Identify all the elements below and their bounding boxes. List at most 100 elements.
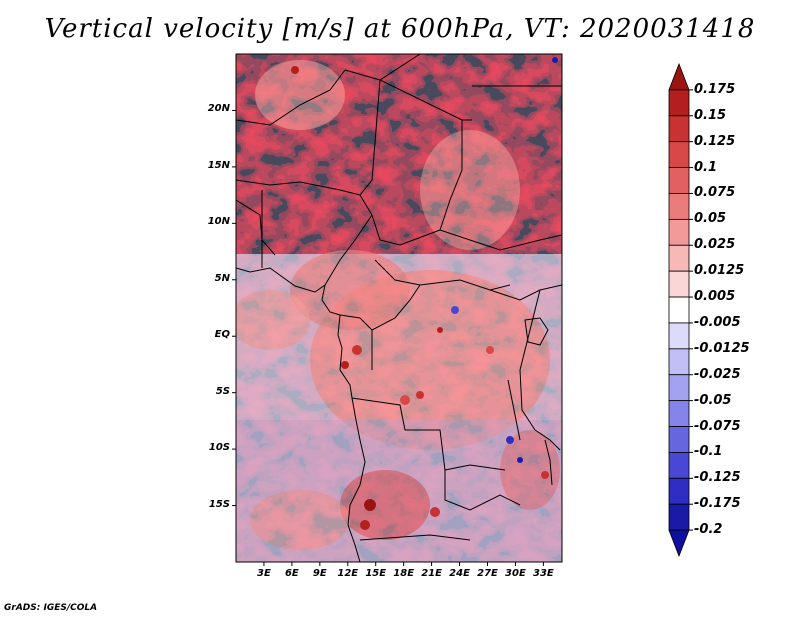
colorbar-swatch [668,218,690,246]
border-nigeria-niger [236,179,361,196]
lat-tick-label: 15S [208,498,230,510]
border-drc-east [519,289,541,431]
colorbar-swatch [668,503,690,531]
lon-tick-label: 12E [337,568,359,579]
colorbar-label: 0.075 [694,185,736,201]
field-cell [364,499,376,511]
lat-tick-label: 20N [207,103,230,115]
field-cell [341,361,349,369]
colorbar-label: 0.1 [694,159,718,175]
map-title: Vertical velocity [m/s] at 600hPa, VT: 2… [44,14,756,44]
map-frame [235,53,563,563]
colorbar-swatch [668,296,690,324]
colorbar-swatch [668,270,690,298]
lon-tick-label: 33E [532,568,554,579]
lon-tick-label: 9E [312,568,327,579]
lat-tick-label: EQ [214,329,230,341]
border-mali [236,199,276,256]
lake-tanganyika [507,379,521,441]
colorbar-swatch [668,477,690,505]
border-tanzania [534,429,561,451]
lat-tick-label: 10S [208,442,230,454]
lon-tick-label: 18E [393,568,415,579]
border-zambia [444,470,521,511]
colorbar-label: -0.025 [694,366,741,382]
colorbar-swatch [668,89,690,117]
colorbar-label: -0.175 [694,496,741,512]
colorbar-swatch [668,244,690,272]
colorbar-label: 0.175 [694,81,736,97]
colorbar-label: 0.005 [694,289,736,305]
lon-tick-label: 21E [421,568,442,579]
border-chad-sudan [439,120,463,231]
colorbar-label: -0.005 [694,314,741,330]
footer-credit: GrADS: IGES/COLA [4,603,98,613]
border-nigeria-cameroon [324,214,373,286]
border-drc-congo [371,284,421,331]
field-cell [451,306,459,314]
colorbar-label: 0.125 [694,133,736,149]
colorbar-label: -0.2 [694,522,723,538]
border-drc-angola [351,397,506,471]
colorbar-label: 0.05 [694,211,727,227]
colorbar-label: -0.075 [694,418,741,434]
colorbar-swatch [668,426,690,453]
colorbar-swatch [668,167,690,194]
border-southsudan-drc [489,284,562,301]
colorbar-swatch [668,374,690,402]
colorbar-label: -0.1 [694,444,723,460]
field-cell [416,391,424,399]
lon-tick-label: 27E [477,568,498,579]
lat-tick-label: 10N [207,216,230,228]
colorbar-label: 0.025 [694,237,736,253]
lat-tick-label: 15N [207,159,230,171]
colorbar-label: -0.0125 [694,340,750,356]
border-car-south [374,259,511,291]
lat-tick-label: 5N [214,272,230,284]
lon-tick-label: 30E [505,568,526,579]
colorbar-swatch [668,452,690,479]
lat-tick-label: 5S [215,385,230,397]
colorbar-swatch [668,193,690,220]
lon-tick-label: 24E [449,568,470,579]
field-cell [430,507,440,517]
border-chad-car [371,214,441,246]
lake-malawi [544,439,553,486]
lake-victoria [524,317,549,346]
axis-ticks [232,109,544,566]
colorbar-swatch [668,348,690,376]
field-cell [552,57,558,63]
colorbar [668,62,693,558]
field-cell [486,346,494,354]
field-cell [400,395,410,405]
velocity-field [236,54,562,562]
boundaries [236,54,562,562]
field-cell [437,327,443,333]
colorbar-swatch [668,400,690,427]
colorbar-label: -0.05 [694,392,732,408]
colorbar-label: -0.125 [694,470,741,486]
field-cell [352,345,362,355]
field-cell [541,471,549,479]
colorbar-swatch [668,322,690,350]
border-angola-namibia [359,534,471,541]
border-congo-gabon [339,314,373,370]
field-cell [506,436,514,444]
lon-tick-label: 3E [257,568,271,579]
colorbar-arrow-top [668,62,690,91]
field-cell [291,66,299,74]
border-niger-chad [359,79,381,216]
lon-tick-label: 15E [365,568,387,579]
border-algeria [236,69,346,126]
colorbar-arrow-bottom [668,529,690,558]
field-cell [360,520,370,530]
field-texture [236,54,562,562]
colorbar-swatch [668,141,690,168]
coastline [236,267,366,562]
border-sudan-southsudan [439,229,562,251]
field-cell [517,457,523,463]
lon-tick-label: 6E [284,568,299,579]
colorbar-label: 0.15 [694,107,727,123]
colorbar-swatch [668,115,690,143]
